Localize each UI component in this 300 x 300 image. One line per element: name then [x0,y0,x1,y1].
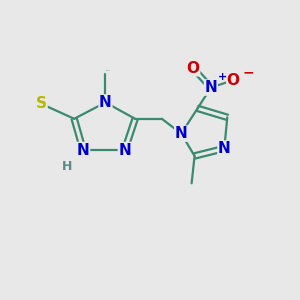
Text: N: N [205,80,217,95]
Text: N: N [99,95,112,110]
Text: −: − [243,66,254,80]
Text: N: N [218,141,231,156]
Text: N: N [175,126,188,141]
Text: O: O [227,73,240,88]
Text: S: S [36,96,47,111]
Text: +: + [218,72,228,82]
Text: methyl: methyl [105,69,110,70]
Text: N: N [77,142,89,158]
Text: O: O [187,61,200,76]
Text: H: H [61,160,72,173]
Text: N: N [118,142,131,158]
